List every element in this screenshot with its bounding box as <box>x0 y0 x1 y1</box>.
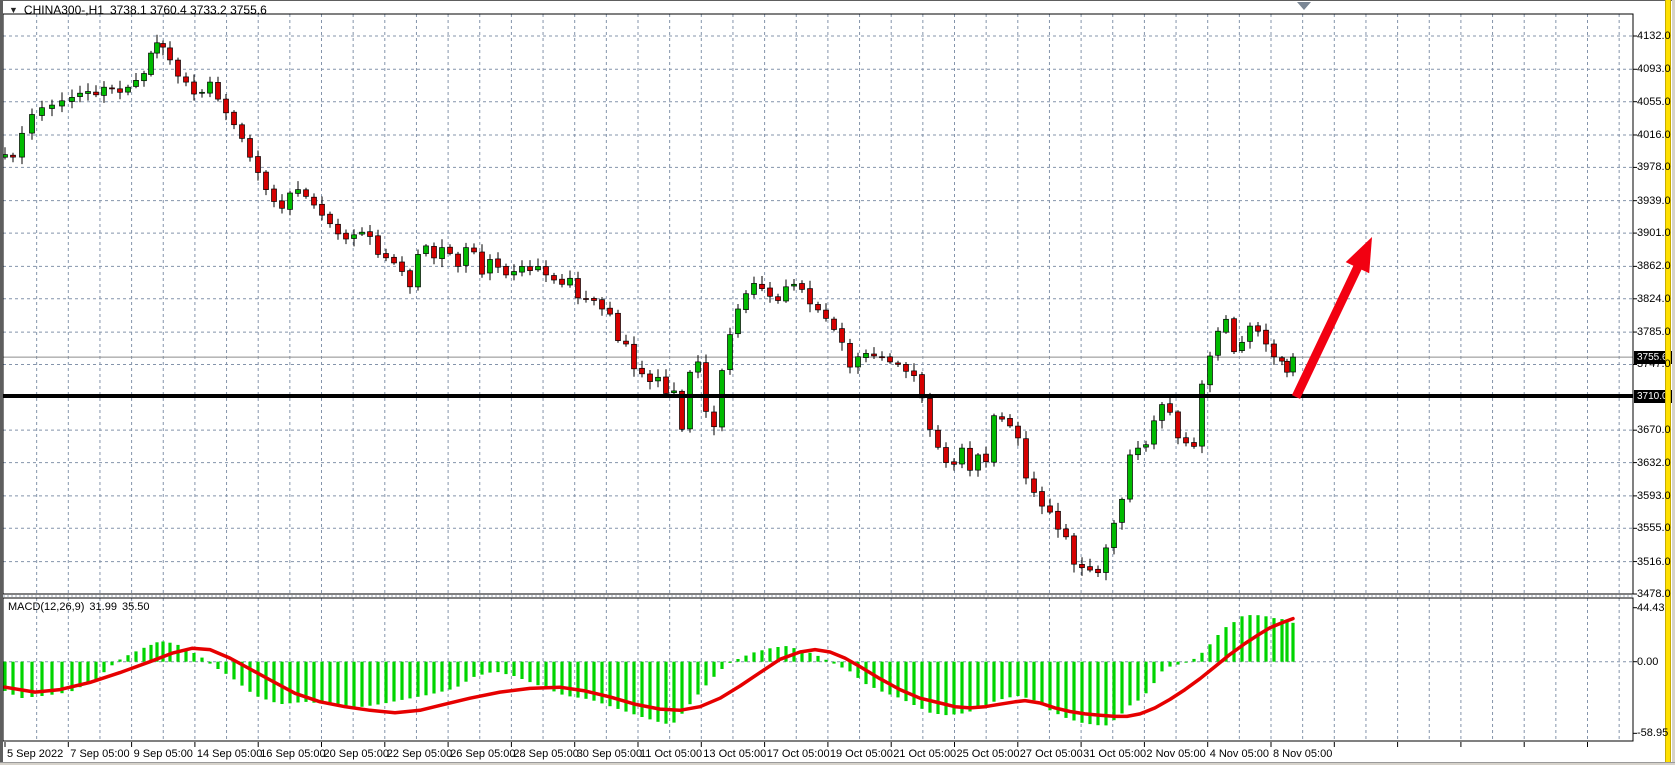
price-tick-label: 3555.0 <box>1637 522 1671 535</box>
time-tick-label: 9 Sep 05:00 <box>133 748 193 760</box>
time-tick-label: 16 Sep 05:00 <box>260 748 326 760</box>
macd-value: 31.99 <box>89 601 117 613</box>
macd-tick-label: -58.95 <box>1637 727 1669 740</box>
price-tick-label: 3747.0 <box>1637 358 1671 371</box>
macd-indicator-label: MACD(12,26,9) 31.99 35.50 <box>8 601 154 613</box>
macd-axis[interactable] <box>1633 598 1665 742</box>
price-tick-label: 3516.0 <box>1637 555 1671 568</box>
window-edge-highlight <box>1665 0 1671 765</box>
price-tick-label: 3785.0 <box>1637 326 1671 339</box>
panel-resize-handle[interactable] <box>3 594 1633 598</box>
time-tick-label: 13 Oct 05:00 <box>703 748 767 760</box>
window-edge-bottom <box>0 762 1675 765</box>
window-edge-top <box>0 0 1675 1</box>
macd-tick-label: 0.00 <box>1637 655 1659 668</box>
symbol-info-bar: ▼ CHINA300-,H1 3738.1 3760.4 3733.2 3755… <box>9 3 267 17</box>
price-tick-label: 3593.0 <box>1637 489 1671 502</box>
time-tick-label: 26 Sep 05:00 <box>450 748 516 760</box>
time-tick-label: 5 Sep 2022 <box>7 748 64 760</box>
chart-title: CHINA300-,H1 <box>23 3 104 17</box>
time-tick-label: 28 Sep 05:00 <box>513 748 579 760</box>
chart-ohlc-values: 3738.1 3760.4 3733.2 3755.6 <box>109 3 267 17</box>
price-tick-label: 3939.0 <box>1637 194 1671 207</box>
price-tick-label: 3901.0 <box>1637 227 1671 240</box>
price-tick-label: 3632.0 <box>1637 456 1671 469</box>
chart-shift-marker[interactable] <box>1297 2 1311 10</box>
candles <box>2 34 1296 581</box>
time-tick-label: 17 Oct 05:00 <box>766 748 830 760</box>
time-tick-label: 2 Nov 05:00 <box>1146 748 1206 760</box>
time-tick-label: 4 Nov 05:00 <box>1209 748 1270 760</box>
price-tick-label: 3978.0 <box>1637 161 1671 174</box>
price-tick-label: 4132.0 <box>1637 30 1671 42</box>
macd-signal-line <box>3 616 1295 719</box>
time-tick-label: 11 Oct 05:00 <box>640 748 703 760</box>
time-tick-label: 14 Sep 05:00 <box>196 748 263 760</box>
time-tick-label: 19 Oct 05:00 <box>829 748 893 760</box>
macd-signal-value: 35.50 <box>121 601 150 613</box>
time-tick-label: 22 Sep 05:00 <box>386 748 453 760</box>
time-tick-label: 21 Oct 05:00 <box>893 748 957 760</box>
time-tick-label: 20 Sep 05:00 <box>323 748 389 760</box>
time-tick-label: 25 Oct 05:00 <box>956 748 1020 760</box>
price-tick-label: 3478.0 <box>1637 588 1671 600</box>
macd-tick-label: 44.43 <box>1637 601 1665 614</box>
macd-name: MACD(12,26,9) <box>8 601 85 613</box>
price-tick-label: 3862.0 <box>1637 260 1671 273</box>
symbol-dropdown-icon[interactable]: ▼ <box>9 5 18 15</box>
time-tick-label: 8 Nov 05:00 <box>1273 748 1333 760</box>
time-tick-label: 30 Sep 05:00 <box>576 748 643 760</box>
price-tick-label: 4093.0 <box>1637 63 1671 76</box>
window-edge-right <box>1672 0 1675 765</box>
time-tick-label: 27 Oct 05:00 <box>1019 748 1083 760</box>
current-price-badge: 3755.6 <box>1634 350 1674 364</box>
window-edge-left <box>0 0 3 765</box>
price-tick-label: 4055.0 <box>1637 95 1671 108</box>
trend-arrow[interactable] <box>1291 237 1372 399</box>
time-tick-label: 7 Sep 05:00 <box>70 748 130 760</box>
macd-histogram <box>3 615 1295 726</box>
time-tick-label: 31 Oct 05:00 <box>1083 748 1147 760</box>
price-tick-label: 3670.0 <box>1637 424 1671 437</box>
price-tick-label: 4016.0 <box>1637 128 1671 141</box>
hline-price-badge[interactable]: 3710.0 <box>1634 389 1674 403</box>
price-tick-label: 3824.0 <box>1637 292 1671 305</box>
